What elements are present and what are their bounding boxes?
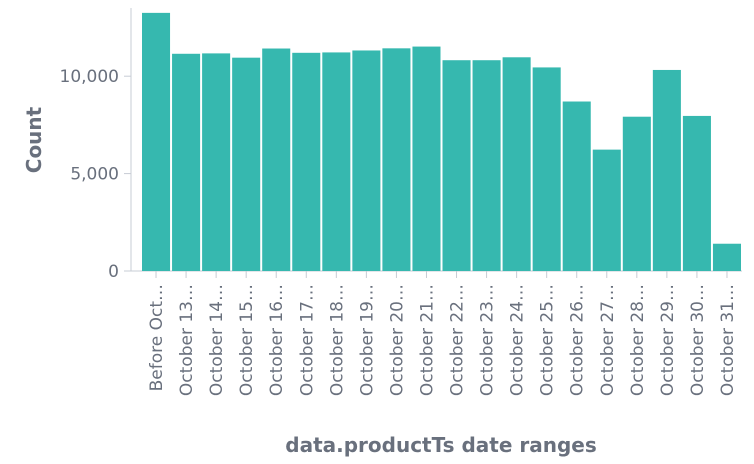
x-tick-label: October 25… <box>538 284 558 396</box>
x-tick-label: October 20… <box>387 284 407 396</box>
x-tick-label: October 21… <box>417 284 437 396</box>
bar[interactable] <box>382 48 411 272</box>
y-tick-label: 10,000 <box>60 67 119 87</box>
bar[interactable] <box>502 57 531 271</box>
bar[interactable] <box>262 48 291 271</box>
x-tick-label: October 17… <box>297 284 317 396</box>
x-axis-ticks: Before Oct… October 13… October 14… October… <box>147 271 738 396</box>
bar[interactable] <box>622 116 651 271</box>
x-tick-label: October 18… <box>327 284 347 396</box>
bar[interactable] <box>652 69 681 271</box>
x-tick-label: October 24… <box>508 284 528 396</box>
x-tick-label: October 16… <box>267 284 287 396</box>
y-axis-title: Count <box>22 106 46 173</box>
x-tick-label: October 26… <box>568 284 588 396</box>
bar[interactable] <box>562 101 591 271</box>
bar[interactable] <box>712 243 741 271</box>
x-tick-label: October 30… <box>688 284 708 396</box>
bar[interactable] <box>322 52 351 271</box>
x-tick-label: October 27… <box>598 284 618 396</box>
x-tick-label: Before Oct… <box>147 284 167 391</box>
x-tick-label: October 15… <box>237 284 257 396</box>
y-tick-label: 0 <box>108 262 119 282</box>
x-tick-label: October 14… <box>207 284 227 396</box>
x-tick-label: October 29… <box>658 284 678 396</box>
x-tick-label: October 19… <box>357 284 377 396</box>
x-axis-title: data.productTs date ranges <box>285 433 597 457</box>
x-tick-label: October 28… <box>628 284 648 396</box>
y-tick-label: 5,000 <box>70 165 119 185</box>
bar[interactable] <box>472 60 501 271</box>
bar[interactable] <box>682 115 711 272</box>
bar[interactable] <box>532 67 561 271</box>
x-tick-label: October 23… <box>478 284 498 396</box>
bar[interactable] <box>292 52 321 272</box>
bar[interactable] <box>202 53 231 272</box>
bars <box>142 12 741 272</box>
x-tick-label: October 31… <box>718 284 738 396</box>
bar[interactable] <box>412 46 441 271</box>
x-tick-label: October 13… <box>177 284 197 396</box>
bar[interactable] <box>352 50 381 271</box>
bar[interactable] <box>172 53 201 272</box>
x-tick-label: October 22… <box>448 284 468 396</box>
bar[interactable] <box>442 60 471 271</box>
bar[interactable] <box>232 57 261 271</box>
y-axis-ticks: 0 5,000 10,000 <box>60 67 131 282</box>
bar[interactable] <box>592 149 621 271</box>
bar[interactable] <box>142 12 171 272</box>
